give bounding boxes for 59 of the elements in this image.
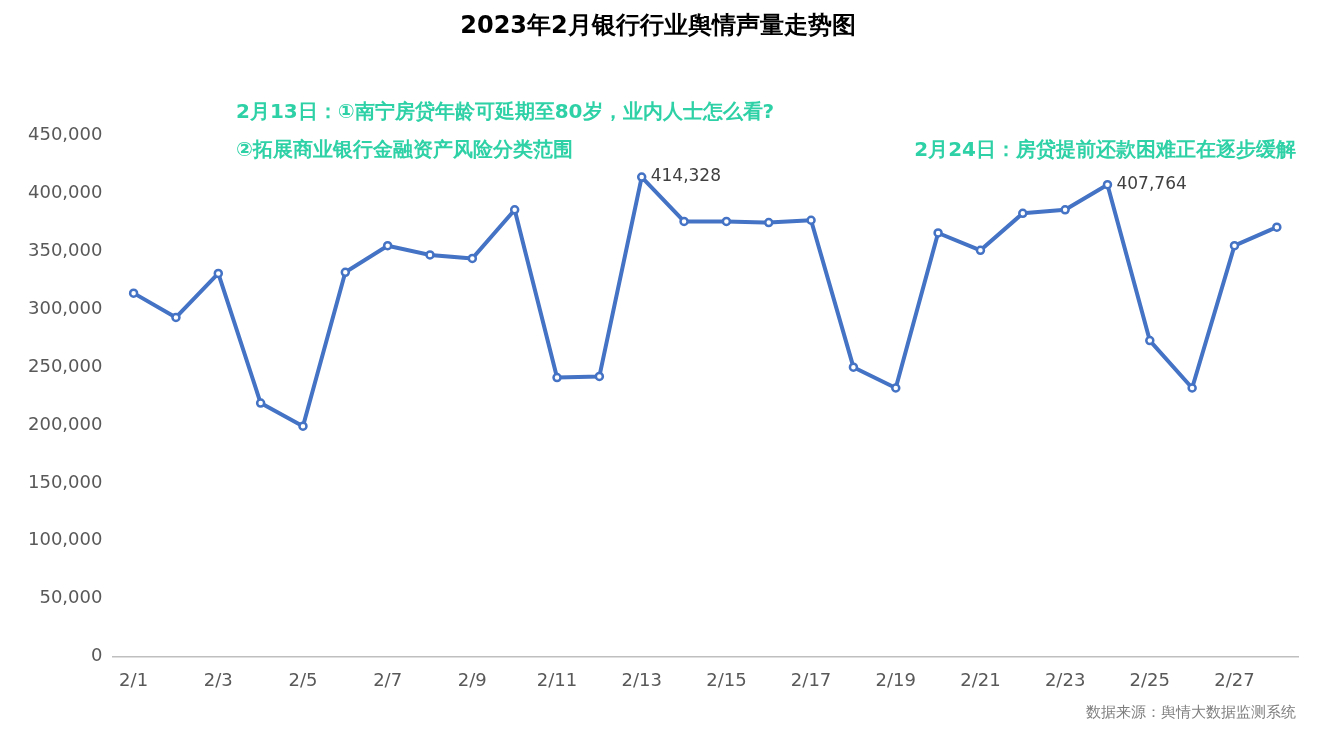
point (340, 267, 351, 278)
point (552, 372, 562, 383)
point (128, 288, 139, 298)
y-tick-label: 50,000 (39, 586, 103, 608)
point (1187, 383, 1197, 393)
point (255, 398, 266, 408)
point (933, 228, 943, 238)
point (1018, 208, 1028, 219)
x-tick-label: 2/27 (1214, 668, 1255, 690)
x-tick-label: 2/17 (790, 668, 832, 690)
annotation: ②拓展商业银行金融资产风险分类范围 (236, 136, 573, 163)
point (1272, 222, 1282, 232)
point (636, 172, 647, 182)
point (594, 371, 605, 382)
x-tick-label: 2/15 (706, 668, 747, 690)
point (806, 215, 816, 225)
y-tick-label: 250,000 (28, 354, 103, 376)
x-tick-label: 2/19 (875, 668, 916, 690)
point (425, 250, 435, 260)
point (679, 216, 689, 227)
point (721, 216, 732, 227)
point (1060, 205, 1070, 215)
y-tick-label: 0 (90, 644, 103, 666)
point (509, 205, 520, 215)
point (1229, 240, 1240, 251)
x-tick-label: 2/5 (288, 668, 318, 690)
source-note: 数据来源：舆情大数据监测系统 (1086, 703, 1296, 722)
x-tick-label: 2/3 (203, 668, 233, 690)
y-tick-label: 450,000 (28, 123, 103, 145)
y-tick-label: 150,000 (28, 470, 103, 492)
x-tick-label: 2/11 (536, 668, 578, 690)
data-label: 414,328 (650, 165, 722, 186)
data-label: 407,764 (1116, 173, 1187, 194)
point (382, 240, 393, 251)
y-tick-label: 200,000 (28, 412, 103, 434)
y-tick-label: 300,000 (28, 297, 103, 319)
x-tick-label: 2/1 (119, 668, 149, 690)
text: 2月13日：①南宁房贷年龄可延期至80岁，业内人士怎么看? (236, 98, 775, 125)
chart-title: 2023年2月银行行业舆情声量走势图 (460, 10, 856, 39)
point (213, 268, 224, 279)
y-tick-label: 100,000 (28, 528, 103, 550)
point (1145, 335, 1155, 346)
point (467, 253, 478, 264)
point (298, 421, 308, 431)
x-tick-label: 2/25 (1129, 668, 1171, 690)
point (891, 383, 901, 393)
y-tick-label: 350,000 (28, 239, 103, 261)
x-tick-label: 2/21 (960, 668, 1001, 690)
x-tick-label: 2/9 (457, 668, 487, 690)
point (1102, 179, 1113, 190)
point (763, 217, 774, 228)
x-tick-label: 2/7 (373, 668, 403, 690)
x-tick-label: 2/13 (621, 668, 662, 690)
point (975, 245, 986, 256)
point (171, 312, 181, 323)
point (848, 362, 859, 372)
x-tick-label: 2/23 (1044, 668, 1086, 690)
y-tick-label: 400,000 (28, 181, 103, 203)
annotation: 2月24日：房贷提前还款困难正在逐步缓解 (914, 136, 1296, 163)
